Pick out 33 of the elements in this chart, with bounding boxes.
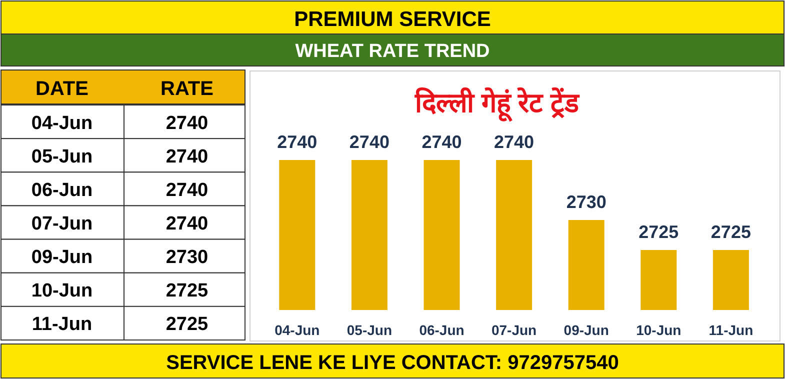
- x-tick-label: 11-Jun: [708, 322, 754, 338]
- data-label: 2740: [166, 146, 208, 168]
- category-label: 06-Jun: [31, 180, 93, 201]
- data-label: 2730: [566, 192, 606, 212]
- chart-title: दिल्ली गेहूं रेट ट्रेंड: [414, 87, 581, 122]
- data-label: 2740: [277, 132, 318, 152]
- text: WHEAT RATE TREND: [295, 41, 490, 62]
- data-label: 2740: [166, 112, 208, 134]
- category-label: 10-Jun: [31, 280, 93, 302]
- data-label: 2740: [349, 132, 390, 152]
- text: PREMIUM SERVICE: [294, 8, 491, 31]
- category-label: 07-Jun: [31, 214, 93, 234]
- data-label: 2740: [422, 132, 462, 152]
- data-label: 2730: [166, 247, 208, 268]
- data-label: 2740: [494, 132, 534, 152]
- data-label: 2725: [710, 222, 751, 242]
- text: RATE: [160, 78, 214, 100]
- data-label: 2725: [166, 280, 209, 302]
- category-label: 05-Jun: [31, 146, 93, 168]
- data-label: 2725: [638, 222, 679, 242]
- x-tick-label: 04-Jun: [274, 322, 320, 338]
- text: SERVICE LENE KE LIYE CONTACT: 9729757540: [166, 352, 619, 374]
- data-label: 2740: [166, 214, 208, 234]
- x-tick-label: 09-Jun: [564, 322, 609, 338]
- data-label: 2725: [166, 314, 209, 336]
- data-label: 2740: [166, 180, 208, 201]
- category-label: 09-Jun: [31, 247, 93, 268]
- x-tick-label: 07-Jun: [491, 322, 537, 338]
- x-tick-label: 05-Jun: [346, 322, 392, 338]
- x-tick-label: 06-Jun: [419, 322, 464, 338]
- text: DATE: [36, 78, 88, 100]
- category-label: 04-Jun: [31, 112, 93, 134]
- x-tick-label: 10-Jun: [636, 322, 682, 338]
